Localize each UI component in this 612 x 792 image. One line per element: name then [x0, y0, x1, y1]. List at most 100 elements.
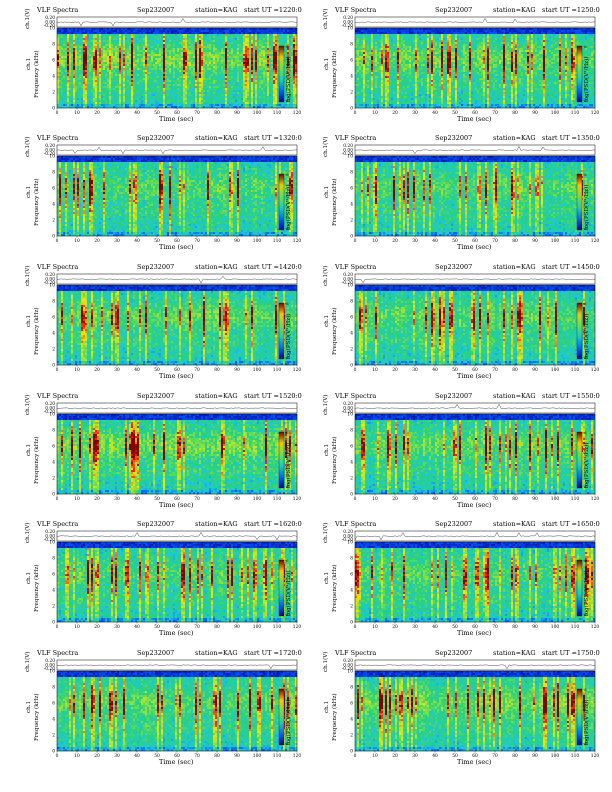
- y-tick-label: 8: [52, 300, 55, 305]
- x-tick-label: 80: [214, 754, 220, 759]
- x-tick-label: 0: [56, 368, 59, 373]
- waveform-line: [56, 664, 298, 669]
- x-tick-label: 30: [412, 497, 418, 502]
- y-tick-label: 8: [52, 429, 55, 434]
- x-tick-label: 60: [174, 111, 180, 116]
- x-tick-label: 10: [372, 239, 378, 244]
- x-tick-label: 60: [472, 368, 478, 373]
- colorbar-tick-label: -6: [583, 173, 587, 177]
- colorbar-tick-label: -6: [285, 688, 289, 692]
- x-tick-label: 40: [432, 754, 438, 759]
- x-tick-label: 80: [512, 368, 518, 373]
- panel-station: station=KAG: [195, 649, 238, 657]
- panel-date: Sep232007: [435, 6, 472, 14]
- spectrogram-panel: VLF Spectra Sep232007 station=KAG start UT …: [322, 649, 604, 771]
- time-axis-label: Time (sec): [457, 243, 491, 251]
- colorbar-tick-label: -8: [583, 99, 587, 103]
- y-tick-label: 2: [350, 348, 353, 353]
- x-tick-label: 40: [134, 497, 140, 502]
- x-tick-label: 30: [412, 625, 418, 630]
- panel-station: station=KAG: [195, 520, 238, 528]
- panel-header: VLF Spectra Sep232007 station=KAG start UT …: [37, 392, 307, 402]
- colorbar: [576, 688, 583, 746]
- panel-start-time: start UT =1720:0: [244, 649, 302, 657]
- waveform-line: [354, 531, 596, 541]
- spectrogram-cells: [355, 671, 596, 752]
- spectrogram-chart: 0.200.00-0.200 10 20 30 40 50 60 70 80 90 100 110 12…: [342, 16, 600, 116]
- x-tick-label: 70: [194, 239, 200, 244]
- panel-header: VLF Spectra Sep232007 station=KAG start UT …: [335, 263, 605, 273]
- time-axis-label: Time (sec): [159, 115, 193, 123]
- panel-start-time: start UT =1420:0: [244, 263, 302, 271]
- spectrogram-cells: [57, 542, 298, 623]
- x-tick-label: 0: [354, 368, 357, 373]
- x-tick-label: 40: [134, 111, 140, 116]
- waveform-tick-label: -0.20: [342, 538, 353, 543]
- x-tick-label: 50: [452, 239, 458, 244]
- waveform-tick-label: -0.20: [342, 410, 353, 415]
- x-tick-label: 60: [174, 625, 180, 630]
- panel-title: VLF Spectra: [37, 392, 78, 400]
- panel-header: VLF Spectra Sep232007 station=KAG start UT …: [335, 520, 605, 530]
- colorbar: [576, 559, 583, 617]
- colorbar-tick-label: -6: [285, 45, 289, 49]
- panel-station: station=KAG: [195, 392, 238, 400]
- waveform-line: [56, 531, 298, 541]
- y-tick-label: 2: [350, 477, 353, 482]
- x-tick-label: 40: [432, 368, 438, 373]
- y-tick-label: 6: [52, 702, 55, 707]
- x-tick-label: 20: [94, 497, 100, 502]
- waveform-frame: [354, 530, 596, 542]
- colorbar-tick-label: -6: [583, 559, 587, 563]
- x-tick-label: 0: [354, 754, 357, 759]
- channel-label: ch.1: [26, 701, 32, 713]
- x-tick-label: 60: [472, 625, 478, 630]
- channel-label: ch.1: [26, 444, 32, 456]
- spectrogram-chart: 0.200.00-0.200 10 20 30 40 50 60 70 80 90 100 110 12…: [342, 659, 600, 759]
- x-tick-label: 20: [392, 111, 398, 116]
- spectrogram-cells: [355, 542, 596, 623]
- waveform-frame: [56, 16, 298, 28]
- colorbar-tick-label: -8: [285, 99, 289, 103]
- x-tick-label: 20: [94, 625, 100, 630]
- x-tick-label: 110: [571, 111, 580, 116]
- x-tick-label: 80: [512, 239, 518, 244]
- waveform-axis-label: ch.1(V): [25, 395, 31, 415]
- x-tick-label: 90: [234, 754, 240, 759]
- x-tick-label: 90: [532, 754, 538, 759]
- panel-date: Sep232007: [435, 134, 472, 142]
- panel-date: Sep232007: [435, 263, 472, 271]
- x-tick-label: 70: [492, 239, 498, 244]
- spectrogram-chart: 0.200.00-0.200 10 20 30 40 50 60 70 80 90 100 110 12…: [44, 273, 302, 373]
- x-tick-label: 30: [412, 754, 418, 759]
- channel-label: ch.1: [26, 315, 32, 327]
- colorbar: [278, 45, 285, 103]
- y-tick-label: 8: [350, 429, 353, 434]
- x-tick-label: 20: [392, 497, 398, 502]
- x-tick-label: 40: [134, 625, 140, 630]
- panel-station: station=KAG: [493, 6, 536, 14]
- waveform-tick-label: -0.20: [342, 152, 353, 157]
- waveform-tick-label: -0.20: [342, 281, 353, 286]
- colorbar-label: log(PSD(V²/Hz)): [584, 184, 590, 230]
- x-tick-label: 40: [432, 111, 438, 116]
- waveform-tick-label: 0.00: [45, 21, 55, 26]
- x-tick-label: 70: [492, 368, 498, 373]
- waveform-tick-label: 0.00: [45, 535, 55, 540]
- panel-station: station=KAG: [493, 134, 536, 142]
- panel-date: Sep232007: [137, 6, 174, 14]
- y-tick-label: 10: [49, 670, 55, 675]
- panel-header: VLF Spectra Sep232007 station=KAG start UT …: [335, 649, 605, 659]
- waveform-line: [354, 664, 596, 670]
- x-tick-label: 120: [293, 239, 302, 244]
- waveform-tick-label: 0.20: [343, 273, 353, 278]
- x-tick-label: 30: [412, 111, 418, 116]
- x-tick-label: 120: [293, 368, 302, 373]
- x-tick-label: 10: [74, 368, 80, 373]
- x-tick-label: 100: [253, 754, 262, 759]
- x-tick-label: 60: [472, 239, 478, 244]
- spectrogram-cells: [57, 156, 298, 237]
- x-tick-label: 80: [214, 239, 220, 244]
- waveform-tick-label: 0.00: [343, 278, 353, 283]
- spectrogram-chart: 0.200.00-0.200 10 20 30 40 50 60 70 80 90 100 110 12…: [342, 273, 600, 373]
